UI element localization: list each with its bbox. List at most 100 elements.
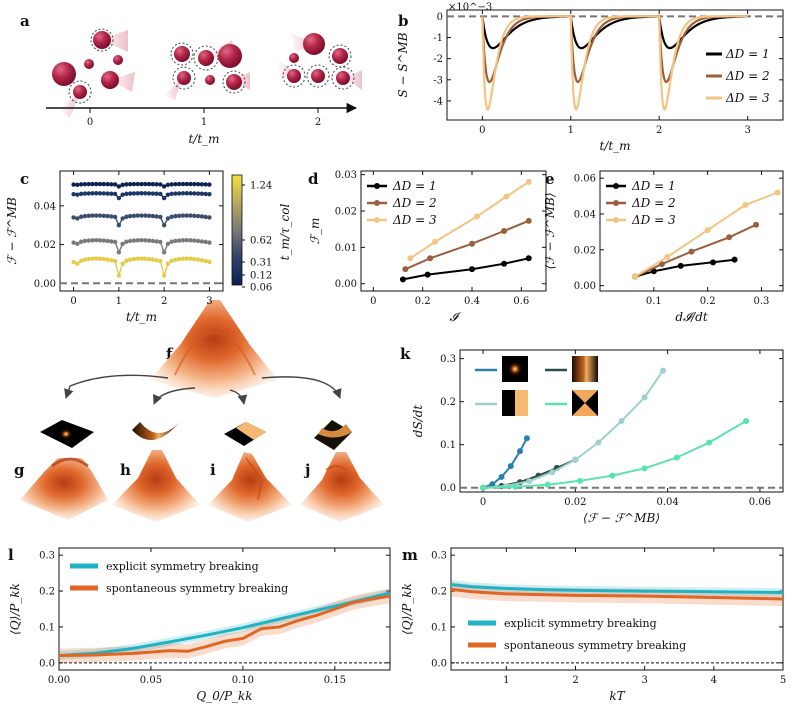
c-point <box>195 182 201 187</box>
c-point <box>207 192 212 197</box>
c-point <box>75 261 80 266</box>
c-point <box>131 238 137 243</box>
c-point <box>86 191 91 196</box>
e-axes-frame <box>599 170 784 292</box>
c-point <box>146 238 152 243</box>
e-point <box>658 261 665 268</box>
c-point <box>199 258 205 263</box>
m-axes-frame <box>450 547 784 671</box>
k-point <box>641 394 648 401</box>
c-colorbar-label: 1.24 <box>250 181 272 192</box>
k-point <box>544 481 551 488</box>
m-series-line-1 <box>450 583 784 594</box>
c-point <box>78 239 84 244</box>
c-point <box>90 213 95 218</box>
c-point <box>169 239 174 244</box>
k-point <box>660 367 667 374</box>
c-point <box>143 256 148 261</box>
peak-surface-j <box>300 452 384 522</box>
b-series-line-1 <box>481 14 748 50</box>
e-point <box>726 234 733 241</box>
c-point <box>161 195 167 201</box>
l-xtick-label: 0.15 <box>324 675 346 686</box>
c-point <box>124 214 129 219</box>
c-point <box>105 213 110 219</box>
l-ytick-label: 0.0 <box>39 658 55 669</box>
c-point <box>127 182 133 187</box>
c-point <box>173 191 178 196</box>
c-colorbar-label: 0.06 <box>250 283 272 294</box>
b-axes-frame <box>446 9 784 121</box>
d-point <box>424 271 431 278</box>
k-ytick-label: 0.2 <box>440 397 456 408</box>
c-point <box>195 257 201 262</box>
d-point <box>432 238 438 245</box>
d-point <box>525 217 532 224</box>
c-point <box>143 213 148 218</box>
c-colorbar-label: 0.12 <box>250 271 272 282</box>
m-xtick-label: 3 <box>641 675 647 686</box>
arrow-to-h <box>152 387 196 405</box>
c-point <box>75 216 80 221</box>
c-point <box>192 256 197 262</box>
peak-surface-g <box>20 457 108 520</box>
c-point <box>97 213 103 218</box>
m-ytick-label: 0.2 <box>431 587 447 598</box>
c-point <box>94 191 99 196</box>
m-xtick-label: 4 <box>711 675 717 686</box>
c-xtick-label: 2 <box>161 296 167 307</box>
d-xtick-label: 0.4 <box>464 296 480 307</box>
c-point <box>143 181 148 187</box>
d-legend-label-3: ΔD = 3 <box>392 213 437 227</box>
k-axes-frame <box>459 349 784 493</box>
c-point <box>158 214 163 220</box>
d-point <box>469 240 475 247</box>
d-axes-frame <box>360 170 547 292</box>
d-point <box>469 266 475 273</box>
m-xlabel: kT <box>609 689 625 703</box>
particle-cluster-1 <box>52 28 135 118</box>
c-point <box>195 213 201 219</box>
k-xtick-label: 0 <box>480 497 486 508</box>
l-ytick-label: 0.2 <box>39 587 55 598</box>
chart-k: 0 0.02 0.04 0.06 0.0 0.1 0.2 0.3 ⟨ℱ − ℱ^MB⟩ dS/dt <box>411 349 784 525</box>
d-point <box>525 178 532 185</box>
k-point <box>706 439 713 446</box>
c-point <box>203 182 208 187</box>
c-point <box>97 238 103 243</box>
c-ytick-label: 0.04 <box>34 201 56 212</box>
c-point <box>158 258 163 264</box>
l-xtick-label: 0.10 <box>232 675 254 686</box>
b-multiplier: ×10^−3 <box>448 2 492 13</box>
k-point <box>523 435 530 442</box>
c-point <box>158 239 163 245</box>
c-point <box>177 191 182 196</box>
particle-cluster-2 <box>165 40 250 100</box>
c-point <box>207 215 212 220</box>
c-point <box>161 184 167 189</box>
d-ylabel: ℱ_m <box>308 218 322 245</box>
e-point <box>710 259 717 266</box>
panel-label-a: a <box>20 12 30 30</box>
k-legend-icon-split-light <box>515 390 528 416</box>
d-xtick-label: 0.2 <box>415 296 431 307</box>
d-point <box>501 228 508 234</box>
c-point <box>150 191 156 196</box>
c-ylabel: ℱ − ℱ^MB <box>5 197 19 265</box>
c-point <box>127 238 133 244</box>
c-point <box>75 182 80 187</box>
k-ytick-label: 0.0 <box>440 483 456 494</box>
b-xtick-label: 1 <box>568 125 574 136</box>
c-point <box>177 213 182 218</box>
c-point <box>82 213 88 219</box>
b-legend-label-3: ΔD = 3 <box>725 91 770 105</box>
k-xtick-label: 0.06 <box>749 497 771 508</box>
panel-a-tick-0: 0 <box>87 117 93 128</box>
panel-a-tick-1: 1 <box>201 117 207 128</box>
panel-label-m: m <box>402 546 418 564</box>
c-colorbar-label: 0.62 <box>250 236 272 247</box>
arrow-to-j <box>261 376 342 399</box>
peak-surface-f <box>150 300 278 398</box>
e-point <box>704 227 711 234</box>
